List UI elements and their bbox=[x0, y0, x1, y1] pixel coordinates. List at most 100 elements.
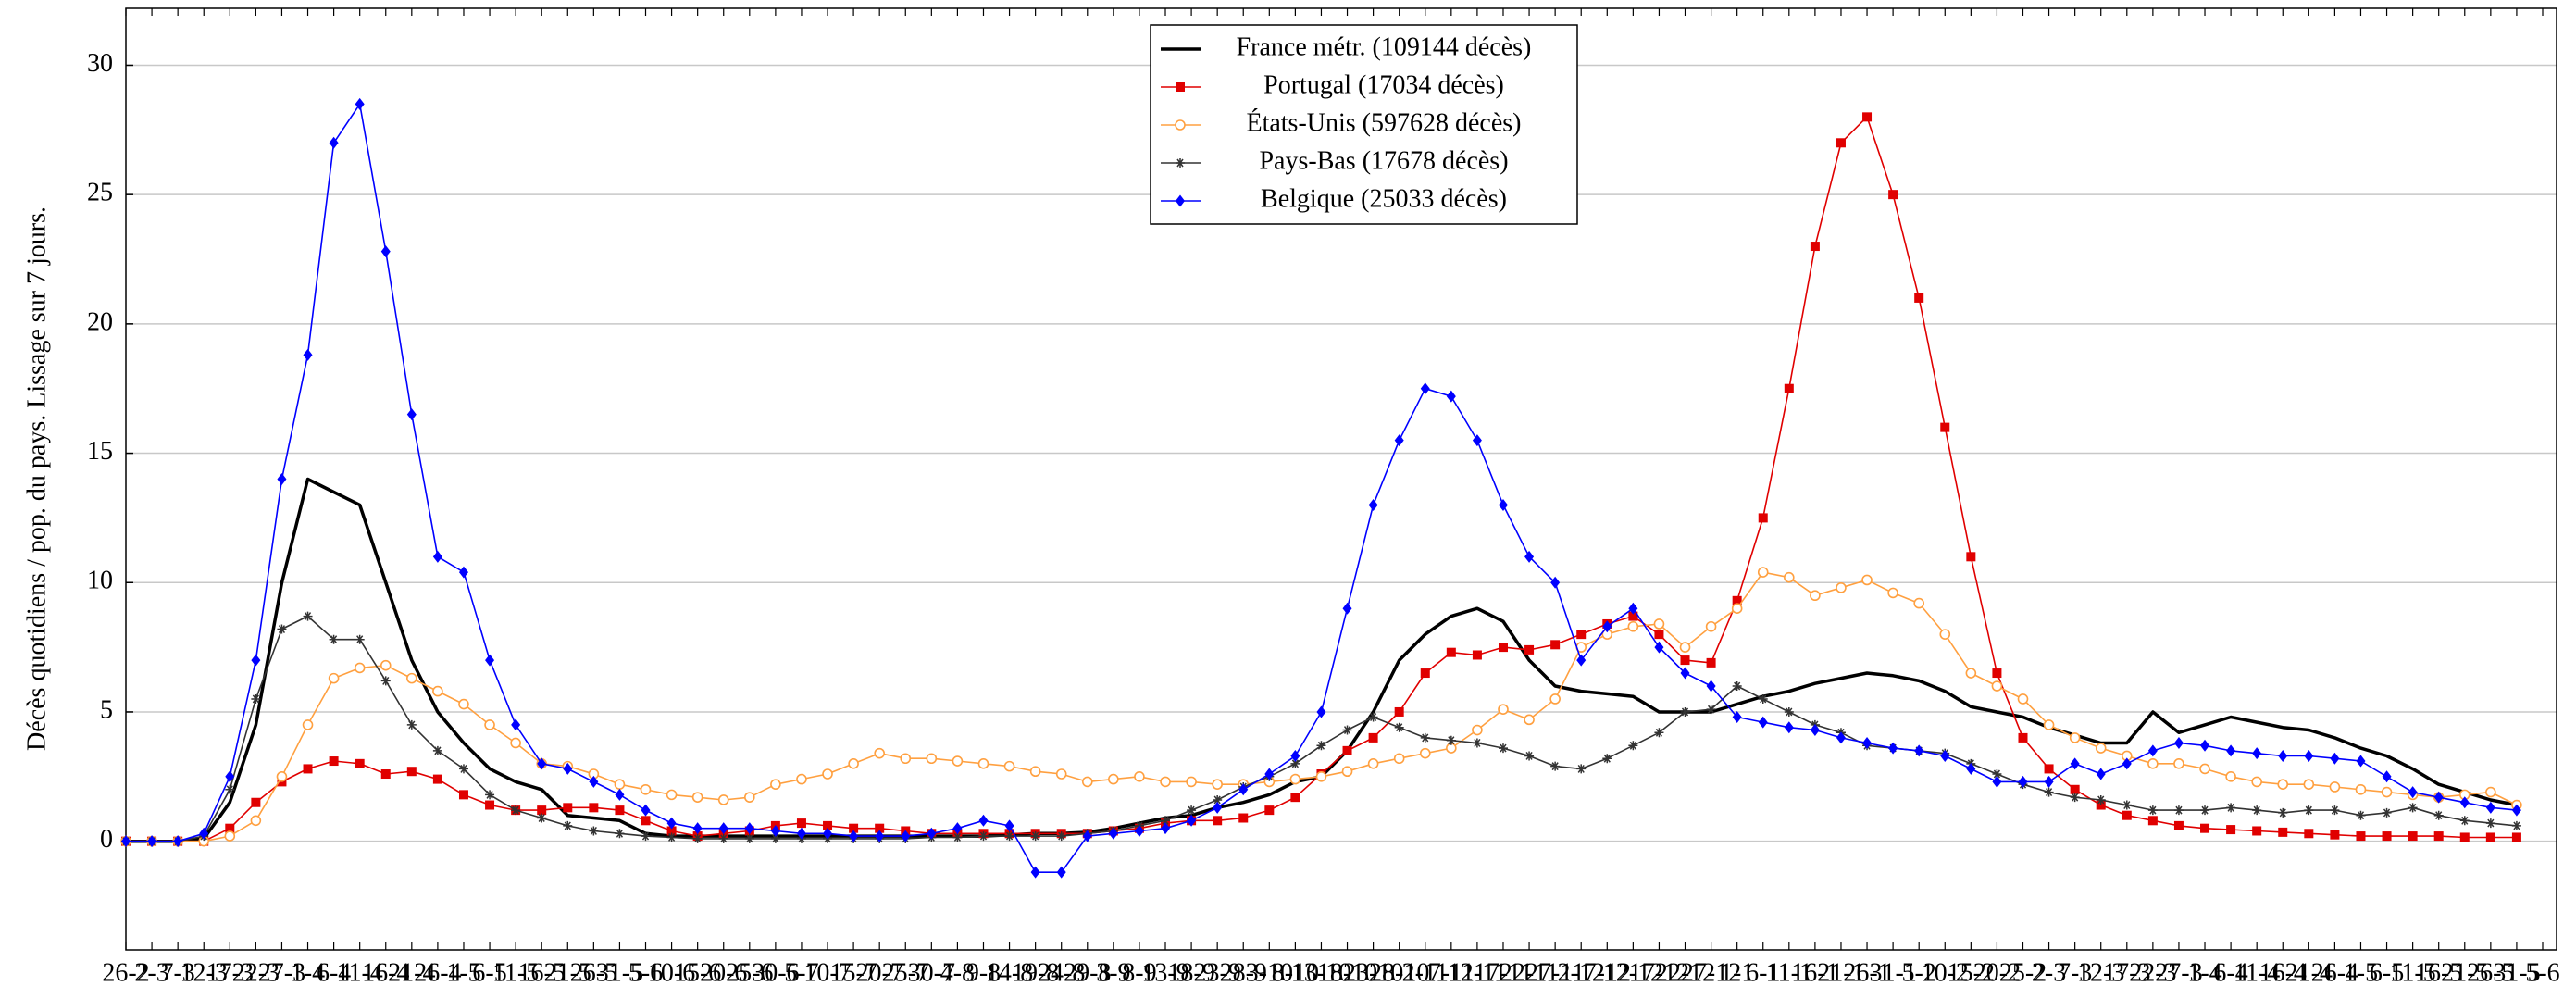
x-tick-label: 16-4 bbox=[2259, 958, 2307, 986]
marker bbox=[666, 789, 678, 801]
marker bbox=[589, 803, 599, 813]
marker bbox=[848, 758, 859, 769]
marker bbox=[1472, 724, 1483, 736]
marker bbox=[380, 769, 391, 780]
marker bbox=[1628, 611, 1638, 621]
marker bbox=[1341, 766, 1353, 778]
marker bbox=[2252, 805, 2262, 816]
marker bbox=[1316, 705, 1326, 718]
marker bbox=[1498, 643, 1508, 653]
marker bbox=[1004, 819, 1014, 832]
marker bbox=[1290, 793, 1300, 803]
marker bbox=[2147, 816, 2158, 826]
marker bbox=[1966, 762, 1976, 775]
marker bbox=[2433, 810, 2444, 820]
marker bbox=[641, 831, 651, 842]
marker bbox=[2252, 747, 2262, 760]
marker bbox=[1368, 732, 1378, 743]
series-line bbox=[126, 116, 2517, 842]
marker bbox=[510, 737, 521, 749]
marker bbox=[641, 816, 651, 826]
marker bbox=[1446, 735, 1456, 745]
marker bbox=[1914, 293, 1924, 303]
series-line bbox=[126, 615, 2517, 842]
x-tick-label: 30-7 bbox=[908, 958, 955, 986]
marker bbox=[641, 804, 651, 817]
marker bbox=[2044, 787, 2054, 797]
y-tick-label: 10 bbox=[87, 567, 113, 595]
x-tick-label: 2-11 bbox=[1402, 958, 1449, 986]
x-tick-label: 4-8 bbox=[940, 958, 975, 986]
x-tick-label: 7-11 bbox=[1428, 958, 1475, 986]
x-tick-label: 26-4 bbox=[2311, 958, 2358, 986]
marker bbox=[1342, 725, 1352, 735]
marker bbox=[2330, 752, 2340, 765]
marker bbox=[849, 830, 859, 842]
marker bbox=[1030, 831, 1040, 842]
x-tick-label: 26-4 bbox=[414, 958, 461, 986]
marker bbox=[1134, 824, 1144, 837]
marker bbox=[1784, 721, 1794, 734]
x-tick-label: 5-7 bbox=[784, 958, 818, 986]
marker bbox=[589, 775, 599, 788]
marker bbox=[2096, 800, 2106, 810]
marker bbox=[900, 753, 912, 765]
marker bbox=[2330, 805, 2340, 816]
marker bbox=[1653, 618, 1665, 630]
marker bbox=[1238, 783, 1249, 796]
marker bbox=[2200, 823, 2210, 833]
marker bbox=[2278, 827, 2288, 837]
marker bbox=[823, 820, 833, 830]
marker bbox=[2147, 758, 2159, 769]
marker bbox=[1134, 771, 1145, 782]
marker bbox=[563, 762, 573, 775]
marker bbox=[147, 835, 157, 848]
marker bbox=[796, 818, 806, 829]
marker bbox=[1446, 647, 1456, 657]
x-tick-label: 2-12 bbox=[1558, 958, 1605, 986]
marker bbox=[2303, 779, 2315, 790]
x-tick-label: 6-5 bbox=[2370, 958, 2404, 986]
marker bbox=[1367, 758, 1379, 769]
marker bbox=[1290, 758, 1300, 768]
marker bbox=[1316, 741, 1326, 751]
marker bbox=[744, 833, 754, 843]
x-tick-label: 7-3 bbox=[160, 958, 194, 986]
x-tick-label: 21-5 bbox=[2441, 958, 2488, 986]
marker bbox=[822, 768, 833, 780]
marker bbox=[458, 566, 468, 579]
marker bbox=[875, 823, 885, 833]
marker bbox=[406, 719, 417, 730]
marker bbox=[1784, 383, 1794, 393]
marker bbox=[2459, 796, 2470, 809]
x-tick-label: 8-9 bbox=[1122, 958, 1156, 986]
marker bbox=[302, 719, 314, 730]
marker bbox=[2382, 770, 2392, 783]
marker bbox=[2070, 757, 2080, 770]
marker bbox=[2459, 832, 2470, 842]
x-tick-label: 9-8 bbox=[966, 958, 1001, 986]
x-tick-label: 15-7 bbox=[829, 958, 877, 986]
marker bbox=[1524, 550, 1535, 563]
x-tick-label: 25-2 bbox=[1999, 958, 2047, 986]
marker bbox=[458, 698, 469, 710]
marker bbox=[1784, 706, 1794, 717]
marker bbox=[770, 779, 781, 790]
marker bbox=[2485, 832, 2495, 842]
marker bbox=[1887, 587, 1898, 599]
marker bbox=[406, 767, 417, 777]
marker bbox=[2173, 736, 2184, 749]
marker bbox=[2304, 749, 2314, 762]
marker bbox=[2096, 768, 2106, 780]
marker bbox=[432, 745, 442, 755]
marker bbox=[2511, 832, 2521, 842]
marker bbox=[1576, 654, 1587, 667]
marker bbox=[1992, 769, 2002, 780]
marker bbox=[1940, 422, 1950, 432]
marker bbox=[2511, 804, 2521, 817]
marker bbox=[2199, 763, 2210, 775]
marker bbox=[1758, 693, 1768, 704]
x-tick-label: 2-3 bbox=[2032, 958, 2066, 986]
marker bbox=[1030, 866, 1040, 879]
y-tick-label: 15 bbox=[87, 437, 113, 466]
